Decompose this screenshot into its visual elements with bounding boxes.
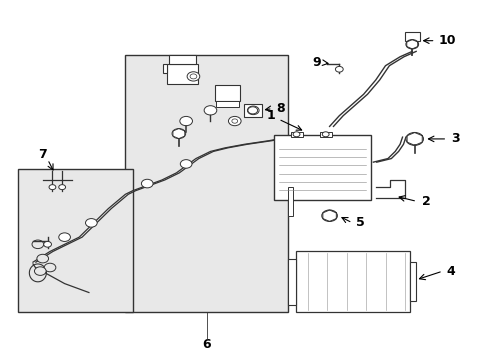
Text: 10: 10	[438, 34, 456, 47]
Bar	[19, 169, 132, 312]
Text: 1: 1	[266, 109, 301, 130]
Circle shape	[43, 242, 51, 247]
Circle shape	[228, 116, 241, 126]
Circle shape	[180, 159, 192, 168]
Circle shape	[141, 179, 153, 188]
Bar	[290, 132, 302, 137]
Text: 2: 2	[421, 195, 430, 208]
Circle shape	[247, 106, 259, 114]
Circle shape	[405, 132, 423, 145]
Circle shape	[322, 132, 328, 137]
Circle shape	[49, 185, 56, 190]
Circle shape	[187, 72, 200, 81]
Text: 6: 6	[202, 338, 211, 351]
Bar	[216, 102, 238, 107]
Bar	[319, 132, 331, 137]
Circle shape	[335, 66, 343, 72]
Bar	[169, 55, 196, 64]
Circle shape	[405, 40, 418, 49]
Circle shape	[85, 219, 97, 227]
Bar	[295, 251, 409, 312]
Bar	[287, 187, 292, 216]
Bar	[166, 64, 198, 84]
Circle shape	[59, 233, 70, 242]
Circle shape	[231, 119, 237, 123]
Text: 3: 3	[450, 132, 459, 145]
Bar	[163, 64, 166, 73]
Circle shape	[44, 263, 56, 272]
Bar	[215, 85, 239, 102]
Bar	[409, 262, 415, 301]
Bar	[244, 104, 261, 117]
Bar	[125, 55, 287, 312]
Circle shape	[292, 132, 299, 137]
Text: 9: 9	[311, 56, 320, 69]
Text: 5: 5	[356, 216, 365, 229]
Circle shape	[37, 254, 48, 263]
Bar	[287, 258, 295, 305]
Circle shape	[203, 106, 216, 115]
FancyBboxPatch shape	[273, 135, 370, 200]
Text: 7: 7	[38, 148, 47, 162]
Text: 4: 4	[446, 265, 454, 278]
Circle shape	[59, 185, 65, 190]
Circle shape	[172, 129, 185, 139]
Bar	[404, 32, 419, 41]
Circle shape	[32, 240, 43, 249]
Circle shape	[247, 107, 257, 114]
Text: 8: 8	[276, 102, 284, 115]
Circle shape	[34, 267, 46, 275]
Circle shape	[180, 116, 192, 126]
Circle shape	[321, 210, 337, 221]
Circle shape	[190, 74, 197, 79]
